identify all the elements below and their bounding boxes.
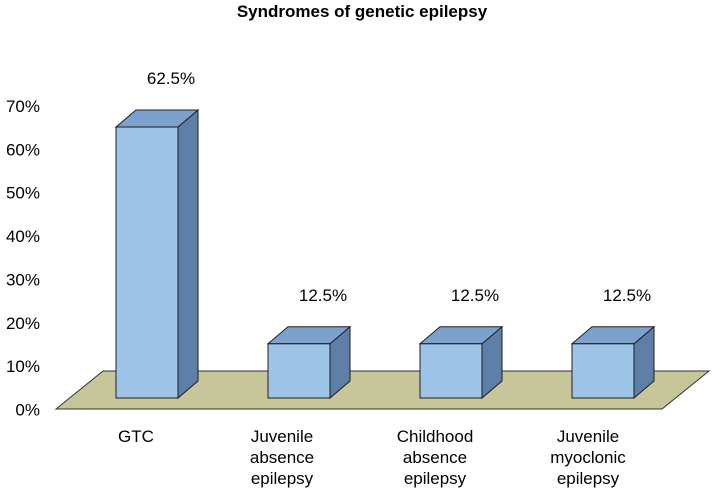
bar <box>570 325 656 400</box>
x-tick-label-line: absence <box>250 448 314 467</box>
data-label: 62.5% <box>147 69 195 88</box>
chart-title: Syndromes of genetic epilepsy <box>237 2 488 21</box>
y-tick-label: 50% <box>6 184 40 203</box>
y-tick-label: 20% <box>6 314 40 333</box>
x-tick-label-line: myoclonic <box>550 448 626 467</box>
x-tick-label-line: epilepsy <box>404 469 467 488</box>
bar-front-face <box>571 343 635 399</box>
y-tick-label: 40% <box>6 227 40 246</box>
bar-front-face <box>419 343 483 399</box>
y-tick-label: 60% <box>6 140 40 159</box>
chart-floor-group <box>54 370 711 410</box>
y-tick-label: 0% <box>15 401 40 420</box>
x-axis: GTC Juvenile absence epilepsy Childhood absen… <box>118 427 626 488</box>
x-tick-label-line: epilepsy <box>557 469 620 488</box>
x-tick-label: Juvenile myoclonic epilepsy <box>550 427 626 488</box>
x-tick-label-line: Childhood <box>397 427 474 446</box>
x-tick-label-line: Juvenile <box>557 427 619 446</box>
y-tick-label: 70% <box>6 97 40 116</box>
y-axis: 0% 10% 20% 30% 40% 50% 60% 70% <box>6 97 40 420</box>
bar-front-face <box>267 343 331 399</box>
bar <box>266 325 352 400</box>
bars-group <box>114 108 656 400</box>
chart-floor <box>54 370 711 410</box>
bar <box>114 108 200 400</box>
data-label: 12.5% <box>603 286 651 305</box>
x-tick-label-line: Juvenile <box>251 427 313 446</box>
x-tick-label: Childhood absence epilepsy <box>397 427 474 488</box>
bar <box>418 325 504 400</box>
data-label: 12.5% <box>299 286 347 305</box>
data-labels-group: 62.5% 12.5% 12.5% 12.5% <box>147 69 651 305</box>
bar-front-face <box>115 126 179 399</box>
y-tick-label: 10% <box>6 357 40 376</box>
x-tick-label-line: GTC <box>118 427 154 446</box>
x-tick-label: Juvenile absence epilepsy <box>250 427 314 488</box>
data-label: 12.5% <box>451 286 499 305</box>
y-tick-label: 30% <box>6 270 40 289</box>
x-tick-label: GTC <box>118 427 154 446</box>
bar-side-face <box>177 108 199 400</box>
x-tick-label-line: absence <box>403 448 467 467</box>
x-tick-label-line: epilepsy <box>251 469 314 488</box>
